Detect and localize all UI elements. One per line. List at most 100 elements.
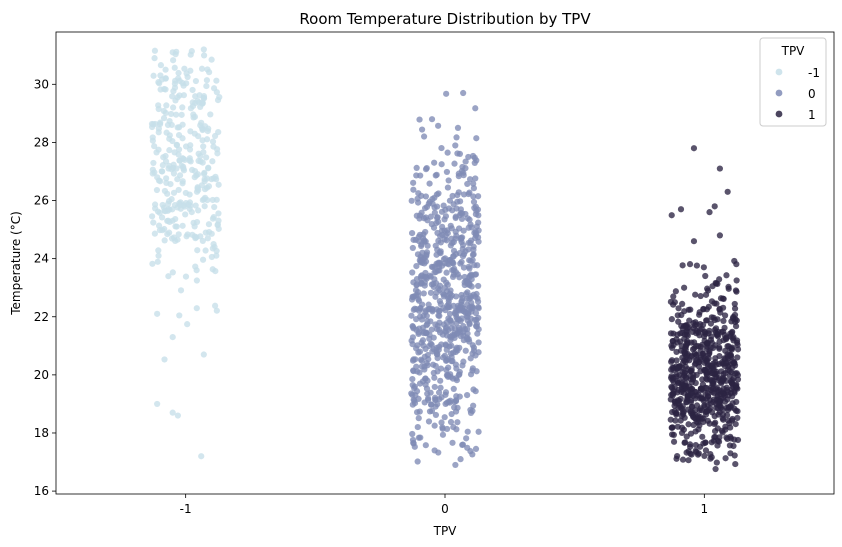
data-point xyxy=(203,77,211,84)
data-point xyxy=(475,282,482,290)
data-point xyxy=(425,301,432,308)
data-point xyxy=(422,214,429,221)
data-point xyxy=(697,347,704,354)
data-point xyxy=(700,305,707,313)
data-point xyxy=(431,194,438,201)
data-point xyxy=(409,375,416,383)
data-point xyxy=(689,328,696,336)
data-point xyxy=(213,77,220,84)
data-point xyxy=(457,456,464,463)
data-point xyxy=(161,356,168,363)
data-point xyxy=(711,203,718,210)
data-point xyxy=(434,229,441,237)
data-point xyxy=(444,184,451,191)
data-point xyxy=(733,261,740,268)
data-point xyxy=(197,153,204,160)
data-point xyxy=(450,423,457,431)
data-point xyxy=(714,333,722,340)
data-point xyxy=(182,273,190,280)
data-point xyxy=(439,231,446,238)
data-point xyxy=(722,455,729,462)
data-point xyxy=(408,312,415,319)
data-point xyxy=(444,371,451,378)
data-point xyxy=(175,132,183,139)
data-point xyxy=(426,331,433,338)
data-point xyxy=(712,325,720,332)
data-point xyxy=(670,301,677,308)
data-point xyxy=(208,230,215,237)
data-point xyxy=(431,383,438,391)
data-point xyxy=(705,369,712,376)
data-point xyxy=(466,295,473,302)
data-point xyxy=(150,121,157,128)
data-point xyxy=(474,206,482,213)
data-point xyxy=(416,325,423,332)
data-point xyxy=(446,197,454,204)
data-point xyxy=(186,146,194,153)
data-point xyxy=(692,407,699,414)
data-point xyxy=(720,317,727,325)
data-point xyxy=(168,121,175,129)
data-point xyxy=(201,186,209,193)
data-point xyxy=(706,209,713,216)
data-point xyxy=(433,306,441,313)
data-point xyxy=(187,105,195,112)
data-point xyxy=(677,395,684,403)
data-point xyxy=(443,90,450,97)
data-point xyxy=(723,412,731,419)
x-axis-label: TPV xyxy=(433,524,458,538)
data-point xyxy=(159,227,166,234)
data-point xyxy=(436,286,443,294)
data-point xyxy=(414,458,421,465)
data-point xyxy=(462,290,470,297)
data-point xyxy=(150,219,157,226)
data-point xyxy=(409,357,417,364)
data-point xyxy=(452,293,460,300)
data-point xyxy=(192,93,199,100)
data-point xyxy=(469,407,476,415)
data-point xyxy=(675,305,682,312)
data-point xyxy=(433,214,441,221)
data-point xyxy=(433,171,440,178)
data-point xyxy=(447,397,454,404)
data-point xyxy=(467,257,474,265)
data-point xyxy=(442,400,449,408)
data-point xyxy=(719,429,726,436)
data-point xyxy=(703,395,710,402)
data-point xyxy=(438,341,445,348)
x-tick-label: -1 xyxy=(180,502,192,516)
data-point xyxy=(200,196,207,203)
data-point xyxy=(437,365,445,372)
data-point xyxy=(460,89,467,97)
data-point xyxy=(705,355,712,362)
data-point xyxy=(701,403,708,410)
data-point xyxy=(703,317,710,324)
plot-frame xyxy=(55,31,835,495)
data-point xyxy=(444,292,451,300)
data-point xyxy=(449,192,456,200)
data-point xyxy=(149,260,156,267)
data-point xyxy=(161,207,168,214)
data-point xyxy=(701,452,708,460)
data-point xyxy=(688,367,695,374)
data-point xyxy=(215,225,222,232)
data-point xyxy=(413,282,420,289)
data-point xyxy=(187,158,194,165)
data-point xyxy=(415,349,422,356)
data-point xyxy=(465,153,472,161)
data-point xyxy=(191,130,198,137)
data-point xyxy=(169,49,176,56)
data-point xyxy=(418,126,426,133)
data-point xyxy=(163,175,170,182)
data-point xyxy=(680,411,687,418)
data-point xyxy=(413,164,420,172)
data-point xyxy=(433,219,440,227)
data-point xyxy=(215,210,222,217)
data-point xyxy=(435,312,442,319)
data-point xyxy=(410,325,417,332)
data-point xyxy=(215,128,222,136)
data-point xyxy=(667,330,675,337)
data-point xyxy=(702,291,710,298)
data-point xyxy=(453,134,460,141)
